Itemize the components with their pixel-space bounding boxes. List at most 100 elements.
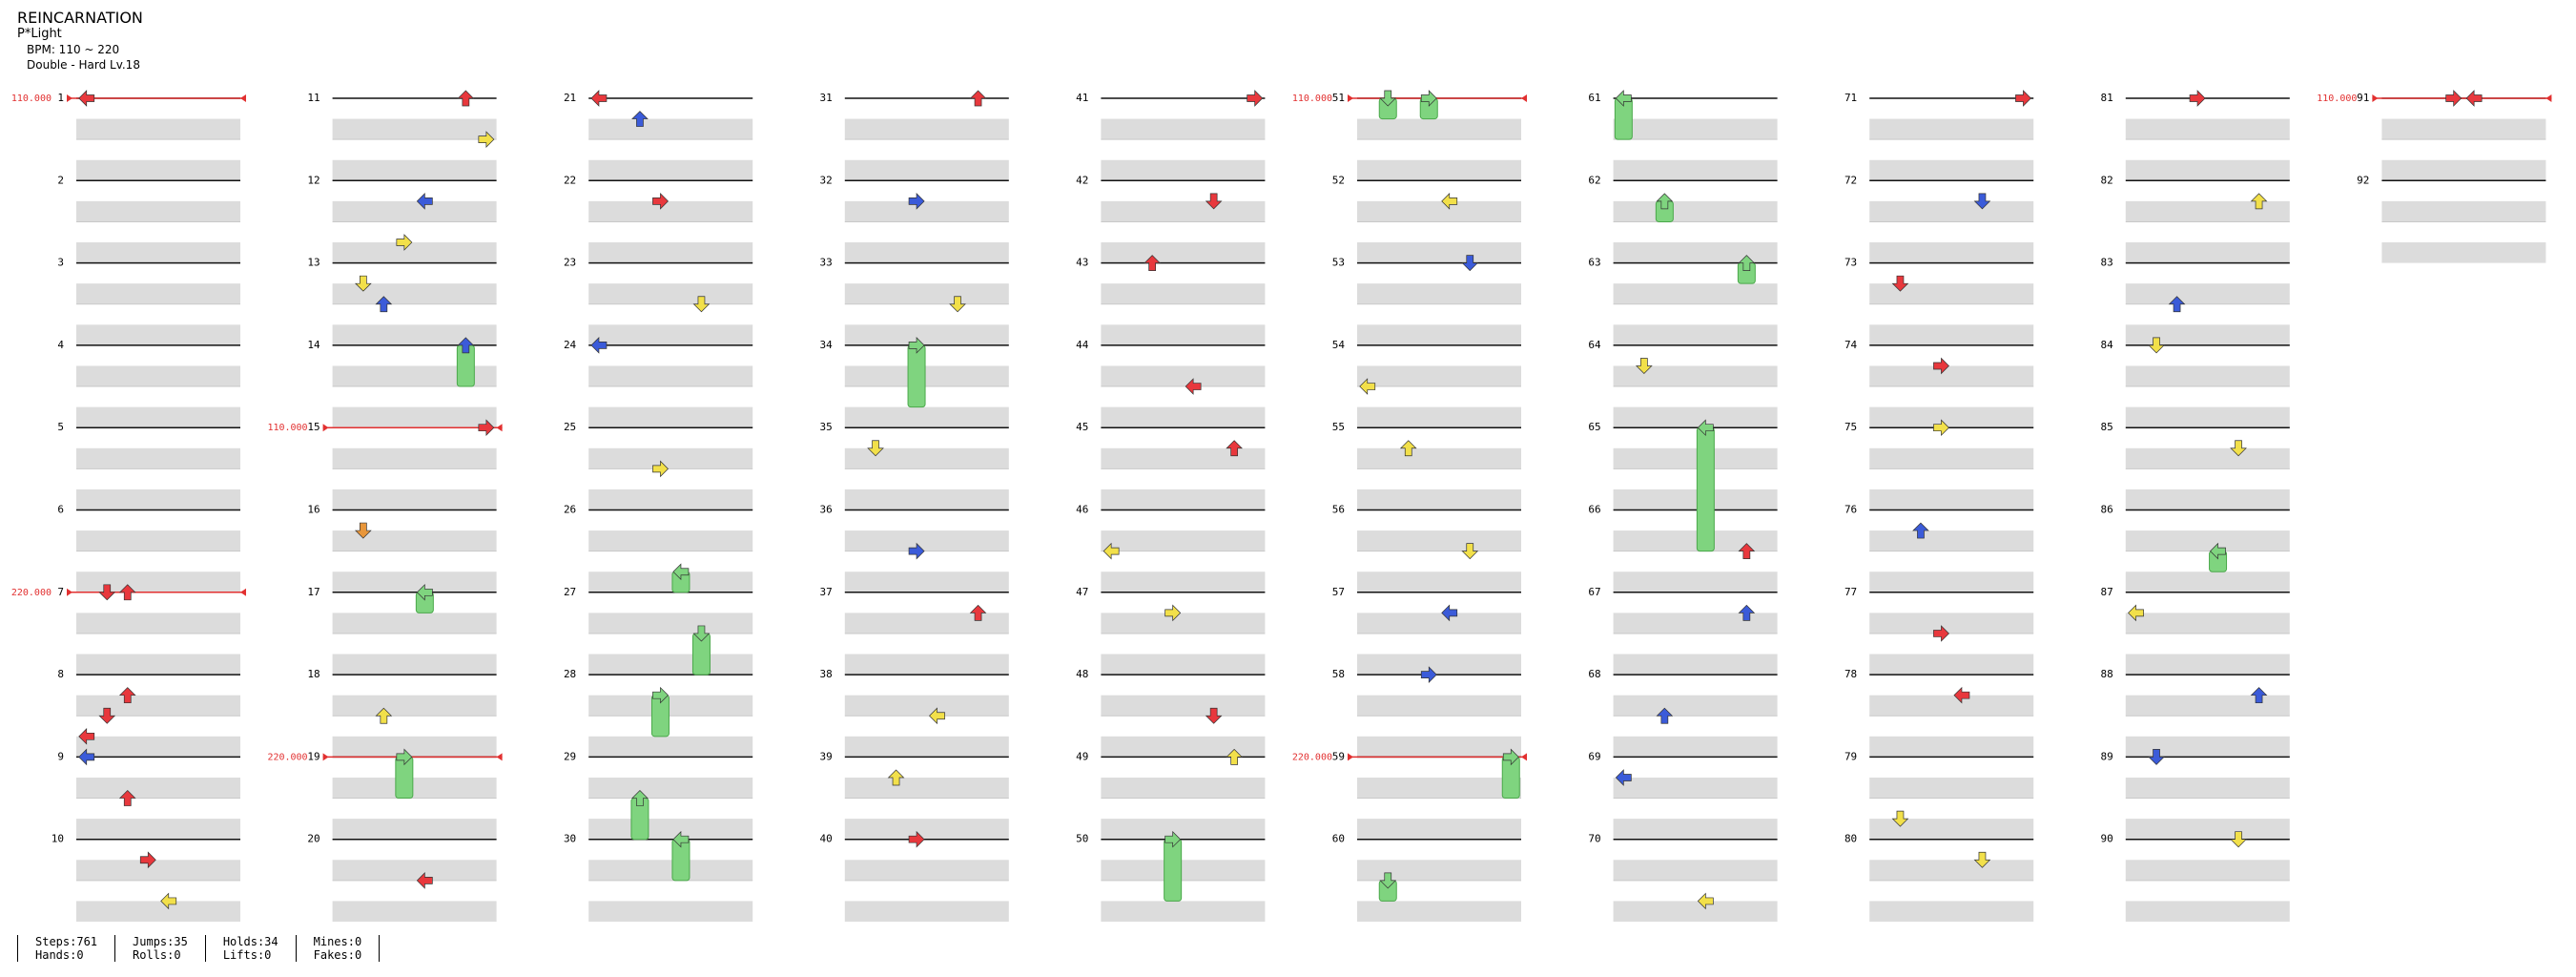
- bpm-arrow-right: [240, 94, 246, 102]
- beat-band: [1869, 118, 2034, 140]
- arrow-icon: [652, 686, 669, 704]
- bpm-arrow-left: [322, 753, 329, 761]
- arrow-icon: [969, 90, 987, 107]
- arrow-icon: [1615, 90, 1632, 107]
- note-arrow: [1205, 707, 1223, 724]
- measure-26: 26: [564, 504, 753, 592]
- arrow-icon: [1226, 440, 1243, 457]
- note-arrow: [908, 830, 925, 848]
- beat-band: [844, 572, 1009, 592]
- beat-band: [76, 324, 240, 345]
- note-arrow: [2189, 90, 2206, 107]
- note-arrow: [1933, 419, 1949, 437]
- note-arrow: [478, 419, 495, 437]
- beat-band: [1869, 200, 2034, 222]
- measure-number: 61: [1588, 92, 1600, 104]
- arrow-icon: [1656, 707, 1674, 724]
- measure-20: 20: [307, 833, 497, 922]
- arrow-icon: [1933, 625, 1949, 642]
- measure-number: 17: [307, 586, 319, 598]
- measure-number: 86: [2101, 504, 2113, 516]
- arrow-icon: [1461, 543, 1479, 560]
- arrow-icon: [1164, 830, 1182, 848]
- beat-band: [1869, 695, 2034, 717]
- stat-hands: Hands:0: [35, 948, 84, 962]
- note-arrow: [118, 687, 136, 704]
- beat-band: [1613, 365, 1778, 387]
- beat-band: [1357, 819, 1521, 840]
- stat-mines: Mines:0: [313, 935, 362, 948]
- difficulty-label: Double - Hard Lv.18: [27, 58, 140, 72]
- bpm-arrow-left: [67, 94, 72, 102]
- arrow-icon: [908, 542, 925, 560]
- beat-band: [588, 572, 753, 592]
- measure-number: 79: [1844, 750, 1857, 762]
- arrow-icon: [98, 707, 116, 724]
- arrow-icon: [1973, 851, 1991, 868]
- measure-number: 52: [1332, 174, 1345, 186]
- beat-band: [76, 365, 240, 387]
- measure-number: 74: [1844, 339, 1858, 351]
- measure-79: 79: [1844, 750, 2034, 840]
- measure-number: 45: [1076, 421, 1088, 433]
- note-arrow: [2230, 831, 2247, 848]
- measure-number: 60: [1332, 833, 1345, 845]
- bpm-value: 110.000: [1292, 94, 1332, 104]
- bpm-arrow-right: [2545, 94, 2552, 102]
- beat-band: [588, 447, 753, 469]
- measure-32: 32: [820, 174, 1009, 263]
- measure-40: 40: [820, 833, 1009, 922]
- arrow-icon: [1420, 666, 1437, 683]
- note-arrow: [631, 111, 649, 127]
- measure-34: 34: [820, 339, 1009, 428]
- arrow-icon: [631, 790, 649, 806]
- bpm-arrow-left: [1348, 94, 1353, 102]
- beat-band: [332, 242, 497, 263]
- arrow-icon: [652, 193, 669, 210]
- measure-88: 88: [2101, 668, 2290, 758]
- beat-band: [1613, 283, 1778, 304]
- note-arrow: [1164, 830, 1183, 902]
- beat-band: [844, 365, 1009, 387]
- beat-band: [844, 200, 1009, 222]
- measure-1: 1: [57, 92, 240, 181]
- measure-number: 11: [307, 92, 319, 104]
- note-arrow: [1891, 810, 1909, 827]
- measure-number: 16: [307, 504, 319, 516]
- measure-number: 29: [564, 750, 576, 762]
- beat-band: [1357, 654, 1521, 676]
- note-arrow: [1655, 193, 1674, 222]
- beat-band: [2125, 819, 2290, 840]
- beat-band: [844, 447, 1009, 469]
- bpm-value: 110.000: [11, 94, 52, 104]
- note-arrow: [652, 193, 669, 210]
- measure-number: 46: [1076, 504, 1088, 516]
- note-arrow: [2168, 296, 2186, 313]
- measure-number: 13: [307, 257, 319, 269]
- arrow-icon: [2128, 604, 2144, 622]
- arrow-icon: [1738, 543, 1756, 560]
- beat-band: [588, 695, 753, 717]
- note-arrow: [118, 790, 136, 806]
- measure-number: 68: [1588, 668, 1600, 680]
- beat-band: [1869, 530, 2034, 551]
- arrow-icon: [2465, 90, 2483, 107]
- arrow-icon: [118, 790, 136, 806]
- beat-band: [844, 654, 1009, 676]
- note-arrow: [1738, 604, 1756, 621]
- arrow-icon: [672, 563, 690, 581]
- beat-band: [2381, 200, 2546, 222]
- note-arrow: [652, 460, 669, 478]
- note-arrow: [2128, 604, 2144, 622]
- beat-band: [1101, 283, 1266, 304]
- arrow-icon: [1247, 90, 1264, 107]
- beat-band: [588, 488, 753, 510]
- note-arrow: [1738, 543, 1756, 560]
- arrow-icon: [1379, 872, 1397, 889]
- beat-band: [332, 572, 497, 592]
- beat-band: [76, 695, 240, 717]
- bpm-marker: 110.000: [2317, 94, 2552, 104]
- measure-number: 54: [1332, 339, 1346, 351]
- measure-41: 41: [1076, 92, 1266, 181]
- note-arrow: [355, 522, 372, 539]
